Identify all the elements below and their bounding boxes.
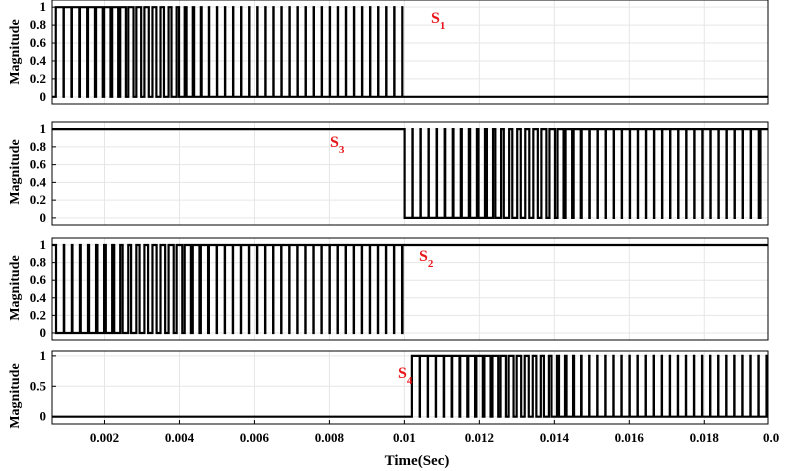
panel-s4-xticks: 0.002 0.004 0.006 0.008 0.01 0.012 0.014 0.016 0… xyxy=(90,420,779,445)
panel-s2-ytick-label-2: 0.6 xyxy=(30,272,47,287)
panel-s3-ytick-label-5: 0 xyxy=(40,210,47,225)
panel-s2-ytick-label-0: 1 xyxy=(40,237,47,252)
panel-s1-ytick-label-5: 0 xyxy=(40,89,47,104)
panel-s2-ytick-label-1: 0.8 xyxy=(30,255,47,270)
panel-s3-ytick-label-0: 1 xyxy=(40,121,47,136)
x-tick-label-2: 0.006 xyxy=(240,430,270,445)
x-tick-label-6: 0.014 xyxy=(540,430,570,445)
x-tick-label-9: 0.0 xyxy=(763,430,779,445)
panel-s2-ytick-label-3: 0.4 xyxy=(30,290,47,305)
x-tick-label-3: 0.008 xyxy=(315,430,345,445)
panel-s3-ytick-label-4: 0.2 xyxy=(30,192,46,207)
panel-s2-grid xyxy=(52,238,768,340)
panel-s4-ylabel: Magnitude xyxy=(8,363,23,428)
panel-s4-ytick-label-1: 0.5 xyxy=(30,378,47,393)
x-tick-label-1: 0.004 xyxy=(165,430,195,445)
panel-s3-annotation-main: S xyxy=(330,134,339,151)
panel-s4-trace xyxy=(52,354,768,418)
panel-s2-annotation: S2 xyxy=(419,248,434,270)
panel-s4-yticks: 10.50 xyxy=(30,348,56,424)
x-tick-label-4: 0.01 xyxy=(393,430,416,445)
panel-s3-ytick-label-3: 0.4 xyxy=(30,174,47,189)
panel-s1-yticks: 1 0.8 0.6 0.4 0.2 0 xyxy=(30,0,56,104)
panel-s2-annotation-sub: 2 xyxy=(428,258,434,270)
panel-s3-annotation-sub: 3 xyxy=(339,144,345,156)
x-tick-label-8: 0.018 xyxy=(690,430,720,445)
panel-s3-annotation: S3 xyxy=(330,134,345,156)
panel-s3-frame xyxy=(51,121,769,226)
panel-s1-ytick-label-4: 0.2 xyxy=(30,71,46,86)
panel-s2-yticks: 1 0.8 0.6 0.4 0.2 0 xyxy=(30,237,56,340)
x-tick-label-0: 0.002 xyxy=(90,430,119,445)
panel-s1-frame xyxy=(51,0,769,105)
panel-s1-trace xyxy=(52,6,768,98)
panel-s3-ylabel: Magnitude xyxy=(8,139,23,204)
panel-s2-ylabel: Magnitude xyxy=(8,255,23,320)
panel-s3-trace xyxy=(52,128,768,219)
panel-s2: 1 0.8 0.6 0.4 0.2 0 Magnitude S2 xyxy=(8,237,769,341)
panel-s2-annotation-main: S xyxy=(419,248,428,265)
x-tick-label-7: 0.016 xyxy=(615,430,645,445)
panel-s4-frame xyxy=(51,350,769,425)
panel-s4: 10.50 0.002 0.004 0.006 0.008 0.01 0.012 0.014… xyxy=(8,348,779,469)
panel-s1-grid xyxy=(52,0,768,104)
x-axis-label: Time(Sec) xyxy=(385,453,450,469)
x-tick-label-5: 0.012 xyxy=(465,430,494,445)
panel-s1-ylabel: Magnitude xyxy=(8,19,23,84)
panel-s2-frame xyxy=(51,237,769,341)
panel-s2-ytick-label-5: 0 xyxy=(40,325,47,340)
panel-s4-ytick-label-2: 0 xyxy=(40,409,47,424)
panel-s1-ytick-label-1: 0.8 xyxy=(30,17,47,32)
panel-s1-annotation-main: S xyxy=(431,10,440,27)
panel-s3-yticks: 1 0.8 0.6 0.4 0.2 0 xyxy=(30,121,56,225)
panel-s3: 1 0.8 0.6 0.4 0.2 0 Magnitude S3 xyxy=(8,121,769,226)
panel-s1-ytick-label-0: 1 xyxy=(40,0,47,14)
panel-s1-annotation-sub: 1 xyxy=(440,20,446,32)
panel-s1-ytick-label-2: 0.6 xyxy=(30,35,47,50)
panel-s4-grid xyxy=(52,351,768,424)
panel-s4-ytick-label-0: 1 xyxy=(40,348,47,363)
panel-s3-ytick-label-2: 0.6 xyxy=(30,157,47,172)
panel-s2-ytick-label-4: 0.2 xyxy=(30,307,46,322)
panel-s3-ytick-label-1: 0.8 xyxy=(30,139,47,154)
panel-s2-trace xyxy=(52,243,768,335)
panel-s1-ytick-label-3: 0.4 xyxy=(30,53,47,68)
panel-s1: 10.80.60.40.20 Magnitude S1 xyxy=(8,0,769,105)
panel-s4-annotation-sub: 4 xyxy=(407,375,413,387)
panel-s3-grid xyxy=(52,122,768,225)
panel-s4-annotation-main: S xyxy=(398,365,407,382)
panel-s1-annotation: S1 xyxy=(431,10,445,32)
panel-s4-annotation: S4 xyxy=(398,365,413,387)
